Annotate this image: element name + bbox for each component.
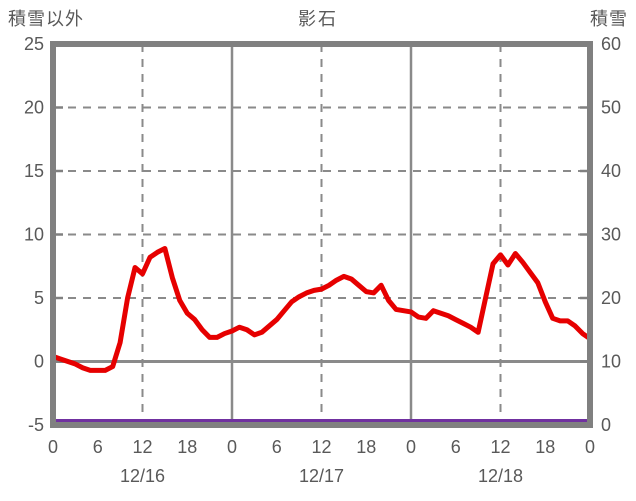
left-axis-label: -5 xyxy=(28,415,44,435)
right-axis-label: 60 xyxy=(601,34,621,54)
x-axis-hour-label: 18 xyxy=(535,437,555,457)
x-axis-hour-label: 0 xyxy=(227,437,237,457)
left-axis-label: 5 xyxy=(34,288,44,308)
right-axis-label: 30 xyxy=(601,225,621,245)
x-axis-hour-label: 18 xyxy=(356,437,376,457)
left-axis-label: 15 xyxy=(24,161,44,181)
right-axis-label: 0 xyxy=(601,415,611,435)
temperature-line xyxy=(50,245,593,373)
x-axis-hour-label: 0 xyxy=(48,437,58,457)
x-axis-hour-label: 18 xyxy=(177,437,197,457)
x-axis-hour-label: 6 xyxy=(451,437,461,457)
right-axis-label: 50 xyxy=(601,98,621,118)
left-axis-label: 10 xyxy=(24,225,44,245)
x-axis-hour-label: 12 xyxy=(132,437,152,457)
chart-header: 積雪以外 影石 積雪 xyxy=(0,5,636,29)
right-axis-label: 10 xyxy=(601,352,621,372)
x-axis-date-label: 12/16 xyxy=(120,466,165,486)
x-axis-date-label: 12/18 xyxy=(478,466,523,486)
x-axis-hour-label: 0 xyxy=(585,437,595,457)
right-axis-title: 積雪 xyxy=(590,9,628,29)
plot-frame xyxy=(50,41,593,428)
x-axis-hour-label: 12 xyxy=(311,437,331,457)
right-axis-label: 20 xyxy=(601,288,621,308)
x-axis-hour-label: 6 xyxy=(93,437,103,457)
x-axis-date-label: 12/17 xyxy=(299,466,344,486)
left-axis-label: 0 xyxy=(34,352,44,372)
x-axis-hour-label: 6 xyxy=(272,437,282,457)
left-axis-label: 25 xyxy=(24,34,44,54)
x-axis-hour-label: 12 xyxy=(490,437,510,457)
left-axis-label: 20 xyxy=(24,98,44,118)
chart-title: 影石 xyxy=(298,9,338,29)
right-axis-label: 40 xyxy=(601,161,621,181)
left-axis-title: 積雪以外 xyxy=(8,9,84,29)
x-axis-hour-label: 0 xyxy=(406,437,416,457)
